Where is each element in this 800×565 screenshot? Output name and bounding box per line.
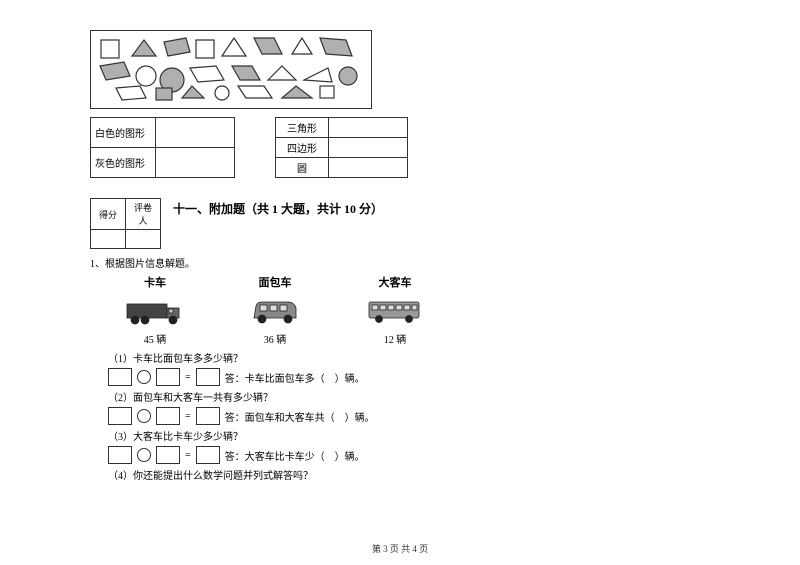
gray-shapes-label: 灰色的图形 bbox=[91, 148, 156, 178]
van-count: 36 辆 bbox=[240, 331, 310, 346]
vehicles-row: 卡车 45 辆 面包车 36 辆 大客车 12 辆 bbox=[120, 274, 710, 346]
triangle-cell[interactable] bbox=[329, 118, 408, 138]
white-shapes-cell[interactable] bbox=[156, 118, 235, 148]
eq1-operand1[interactable] bbox=[108, 368, 132, 386]
eq1-equals: = bbox=[185, 372, 191, 383]
eq1-result[interactable] bbox=[196, 368, 220, 386]
sub-q2: （2）面包车和大客车一共有多少辆？ bbox=[108, 389, 710, 404]
bus-count: 12 辆 bbox=[360, 331, 430, 346]
eq-3: = 答：大客车比卡车少（ ）辆。 bbox=[108, 446, 710, 464]
truck-icon bbox=[120, 294, 190, 328]
eq3-operand1[interactable] bbox=[108, 446, 132, 464]
page-footer: 第 3 页 共 4 页 bbox=[0, 542, 800, 555]
gray-shapes-cell[interactable] bbox=[156, 148, 235, 178]
eq2-equals: = bbox=[185, 411, 191, 422]
circle-cell[interactable] bbox=[329, 158, 408, 178]
shapes-svg bbox=[96, 36, 366, 103]
score-table: 得分评卷人 bbox=[90, 198, 161, 249]
shape-type-table: 三角形 四边形 圆 bbox=[275, 117, 408, 178]
tally-tables-row: 白色的图形 灰色的图形 三角形 四边形 圆 bbox=[90, 117, 710, 178]
quad-cell[interactable] bbox=[329, 138, 408, 158]
bus-label: 大客车 bbox=[360, 274, 430, 290]
section-title: 十一、附加题（共 1 大题，共计 10 分） bbox=[173, 198, 383, 217]
truck-label: 卡车 bbox=[120, 274, 190, 290]
bus-icon bbox=[360, 294, 430, 328]
score-cell[interactable] bbox=[91, 230, 126, 249]
sub-q3: （3）大客车比卡车少多少辆？ bbox=[108, 428, 710, 443]
eq2-operand1[interactable] bbox=[108, 407, 132, 425]
grader-cell[interactable] bbox=[126, 230, 161, 249]
eq3-operator[interactable] bbox=[137, 448, 151, 462]
eq3-operand2[interactable] bbox=[156, 446, 180, 464]
ans-1: 答：卡车比面包车多（ ）辆。 bbox=[225, 370, 365, 385]
shapes-figure bbox=[90, 30, 372, 109]
eq1-operator[interactable] bbox=[137, 370, 151, 384]
color-table: 白色的图形 灰色的图形 bbox=[90, 117, 235, 178]
eq2-operator[interactable] bbox=[137, 409, 151, 423]
quad-label: 四边形 bbox=[276, 138, 329, 158]
vehicle-truck: 卡车 45 辆 bbox=[120, 274, 190, 346]
score-row: 得分评卷人 十一、附加题（共 1 大题，共计 10 分） bbox=[90, 198, 710, 249]
question-stem: 1、根据图片信息解题。 bbox=[90, 255, 710, 270]
ans-3: 答：大客车比卡车少（ ）辆。 bbox=[225, 448, 365, 463]
eq1-operand2[interactable] bbox=[156, 368, 180, 386]
grader-label: 评卷人 bbox=[126, 199, 161, 230]
eq-2: = 答：面包车和大客车共（ ）辆。 bbox=[108, 407, 710, 425]
white-shapes-label: 白色的图形 bbox=[91, 118, 156, 148]
circle-label: 圆 bbox=[276, 158, 329, 178]
score-label: 得分 bbox=[91, 199, 126, 230]
ans-2: 答：面包车和大客车共（ ）辆。 bbox=[225, 409, 375, 424]
van-label: 面包车 bbox=[240, 274, 310, 290]
eq-1: = 答：卡车比面包车多（ ）辆。 bbox=[108, 368, 710, 386]
sub-q1: （1）卡车比面包车多多少辆？ bbox=[108, 350, 710, 365]
eq2-result[interactable] bbox=[196, 407, 220, 425]
vehicle-van: 面包车 36 辆 bbox=[240, 274, 310, 346]
eq3-result[interactable] bbox=[196, 446, 220, 464]
vehicle-bus: 大客车 12 辆 bbox=[360, 274, 430, 346]
eq3-equals: = bbox=[185, 450, 191, 461]
triangle-label: 三角形 bbox=[276, 118, 329, 138]
van-icon bbox=[240, 294, 310, 328]
truck-count: 45 辆 bbox=[120, 331, 190, 346]
eq2-operand2[interactable] bbox=[156, 407, 180, 425]
sub-q4: （4）你还能提出什么数学问题并列式解答吗？ bbox=[108, 467, 710, 482]
